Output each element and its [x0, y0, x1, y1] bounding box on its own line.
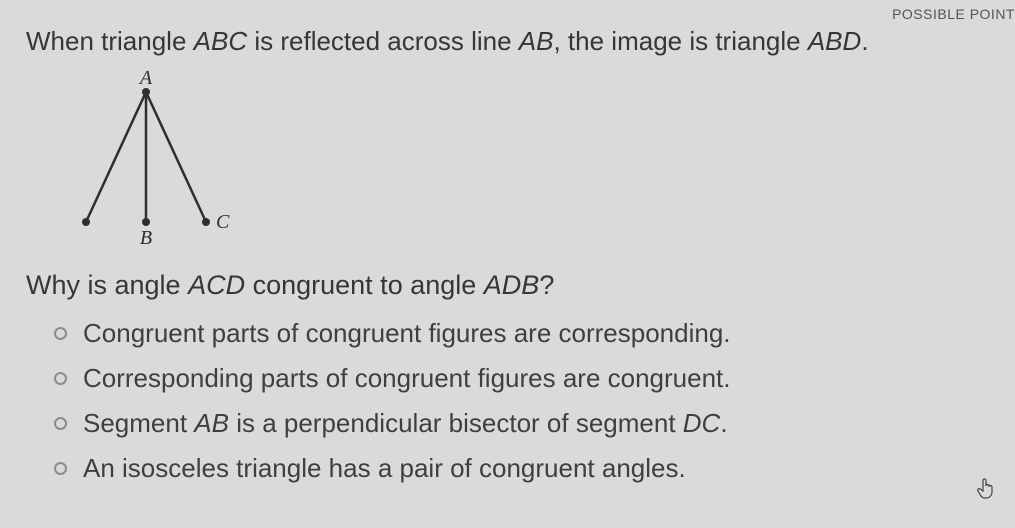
- text-fragment: When triangle: [26, 26, 194, 56]
- text-fragment: is a perpendicular bisector of segment: [229, 408, 683, 438]
- svg-text:A: A: [138, 70, 153, 89]
- svg-text:C: C: [216, 211, 230, 233]
- text-fragment: is reflected across line: [247, 26, 519, 56]
- option-label: Segment AB is a perpendicular bisector o…: [83, 408, 728, 439]
- option-1[interactable]: Congruent parts of congruent figures are…: [54, 318, 731, 349]
- triangle-abc: ABC: [194, 26, 247, 56]
- radio-icon: [54, 462, 67, 475]
- option-label: Corresponding parts of congruent figures…: [83, 363, 731, 394]
- triangle-abd: ABD: [808, 26, 861, 56]
- option-3[interactable]: Segment AB is a perpendicular bisector o…: [54, 408, 731, 439]
- text-fragment: , the image is triangle: [553, 26, 807, 56]
- text-fragment: Why is angle: [26, 270, 188, 300]
- text-fragment: congruent to angle: [245, 270, 484, 300]
- angle-adb: ADB: [484, 270, 540, 300]
- option-2[interactable]: Corresponding parts of congruent figures…: [54, 363, 731, 394]
- svg-text:B: B: [140, 227, 152, 249]
- text-fragment: ?: [539, 270, 554, 300]
- segment-ab: AB: [194, 408, 229, 438]
- option-4[interactable]: An isosceles triangle has a pair of cong…: [54, 453, 731, 484]
- option-label: Congruent parts of congruent figures are…: [83, 318, 731, 349]
- radio-icon: [54, 372, 67, 385]
- question-stem: When triangle ABC is reflected across li…: [26, 26, 869, 57]
- triangle-figure: ABDC: [78, 70, 278, 256]
- text-fragment: .: [720, 408, 727, 438]
- question-prompt: Why is angle ACD congruent to angle ADB?: [26, 270, 554, 301]
- cursor-hand-icon: [977, 477, 995, 504]
- text-fragment: Segment: [83, 408, 194, 438]
- radio-icon: [54, 417, 67, 430]
- line-ab: AB: [519, 26, 554, 56]
- answer-options: Congruent parts of congruent figures are…: [54, 318, 731, 498]
- angle-acd: ACD: [188, 270, 245, 300]
- text-fragment: .: [861, 26, 868, 56]
- radio-icon: [54, 327, 67, 340]
- segment-dc: DC: [683, 408, 721, 438]
- option-label: An isosceles triangle has a pair of cong…: [83, 453, 686, 484]
- possible-points-label: POSSIBLE POINT: [892, 6, 1015, 22]
